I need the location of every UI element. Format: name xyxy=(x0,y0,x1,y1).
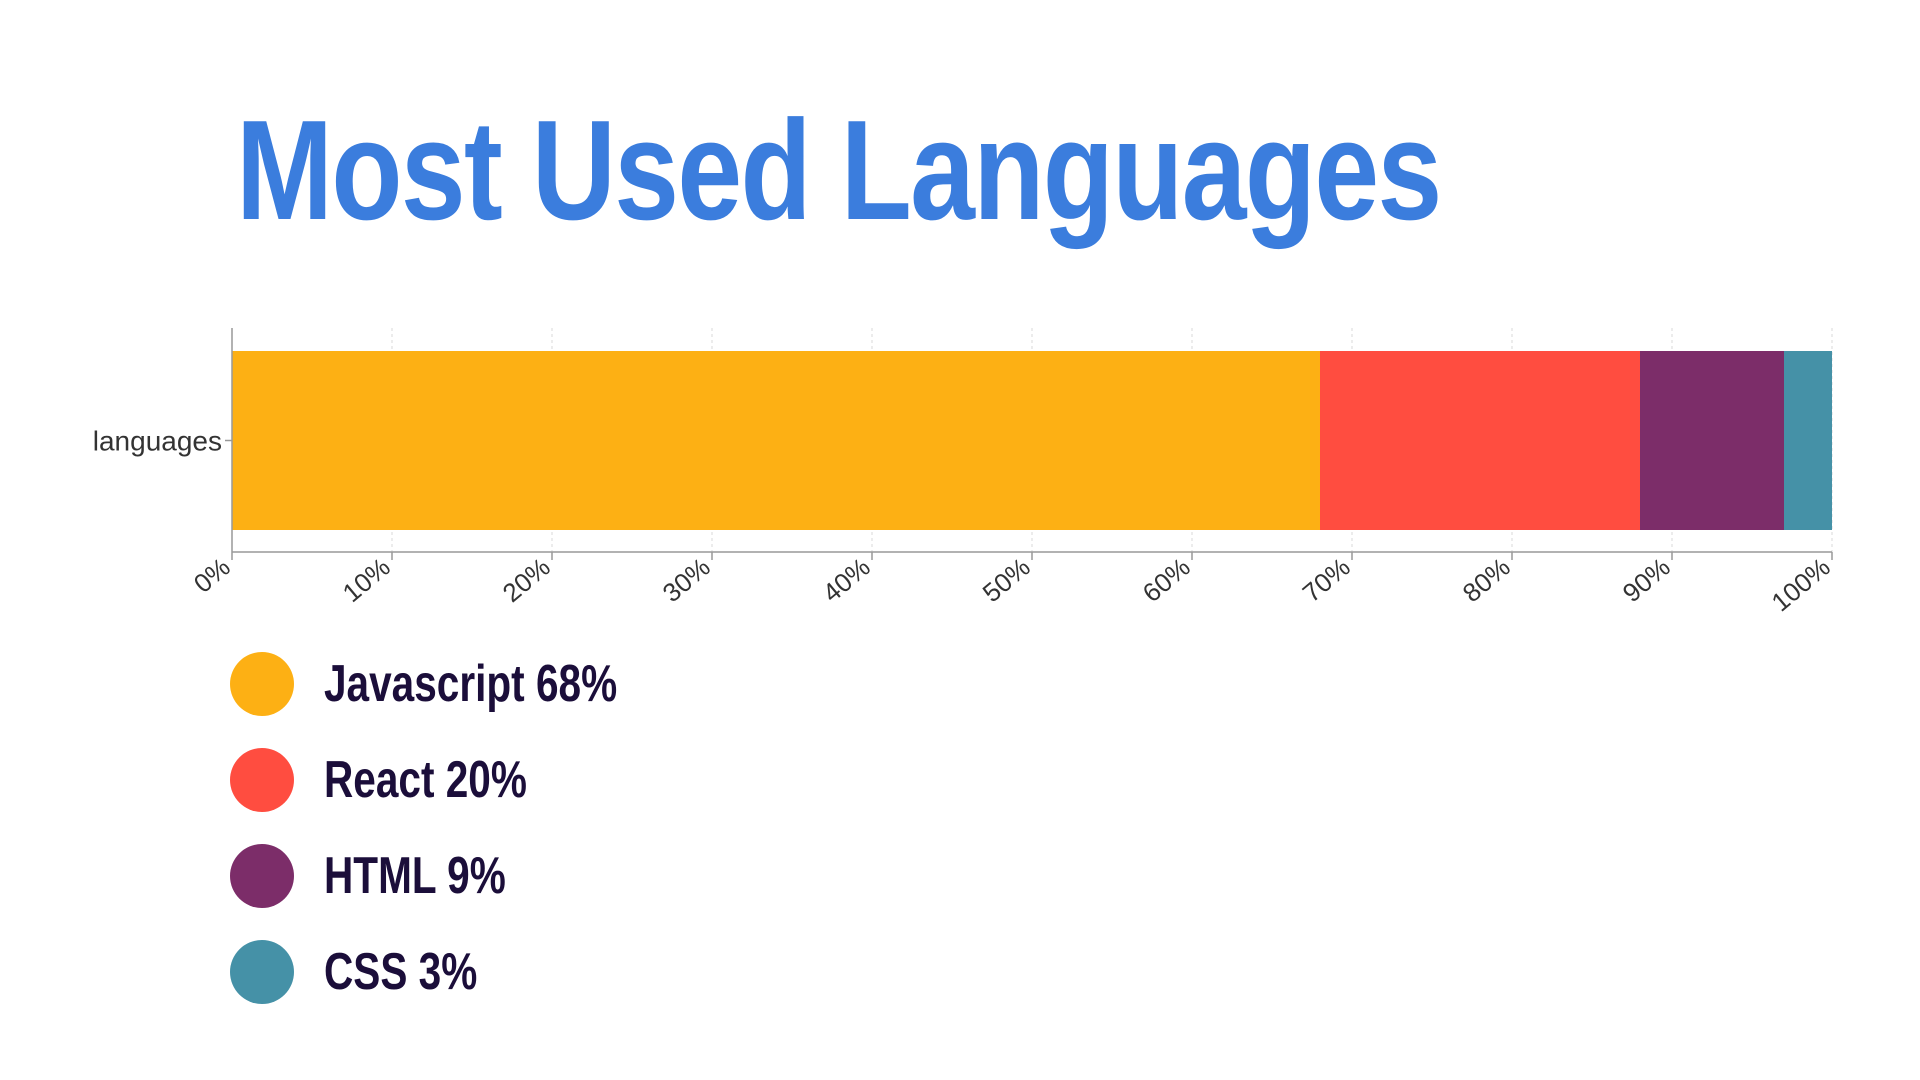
x-tick-label: 30% xyxy=(657,552,716,608)
x-tick-label: 80% xyxy=(1457,552,1516,608)
y-tick-label: languages xyxy=(93,426,222,457)
legend-label: CSS 3% xyxy=(324,943,478,1001)
legend-swatch xyxy=(230,940,294,1004)
x-tick-label: 0% xyxy=(188,552,236,599)
bar-segment-css xyxy=(1784,351,1832,530)
x-tick-label: 60% xyxy=(1137,552,1196,608)
x-tick-label: 50% xyxy=(977,552,1036,608)
legend-swatch xyxy=(230,844,294,908)
bar-segment-html xyxy=(1640,351,1784,530)
x-tick-label: 20% xyxy=(497,552,556,608)
stacked-bar-chart: languages 0% 10% 20% 30% 40% 50% 60% 70% 80% 90% 10… xyxy=(93,328,1836,618)
legend-label: HTML 9% xyxy=(324,847,506,905)
legend-label: Javascript 68% xyxy=(324,655,618,713)
x-tick-label: 90% xyxy=(1617,552,1676,608)
legend-label: React 20% xyxy=(324,751,527,809)
x-tick-label: 10% xyxy=(337,552,396,608)
bar-segment-react xyxy=(1320,351,1640,530)
chart-title: Most Used Languages xyxy=(236,91,1442,250)
bar-segment-javascript xyxy=(232,351,1320,530)
x-tick-label: 70% xyxy=(1297,552,1356,608)
x-tick-label: 40% xyxy=(817,552,876,608)
legend-swatch xyxy=(230,748,294,812)
legend-swatch xyxy=(230,652,294,716)
x-tick-label: 100% xyxy=(1766,552,1836,618)
